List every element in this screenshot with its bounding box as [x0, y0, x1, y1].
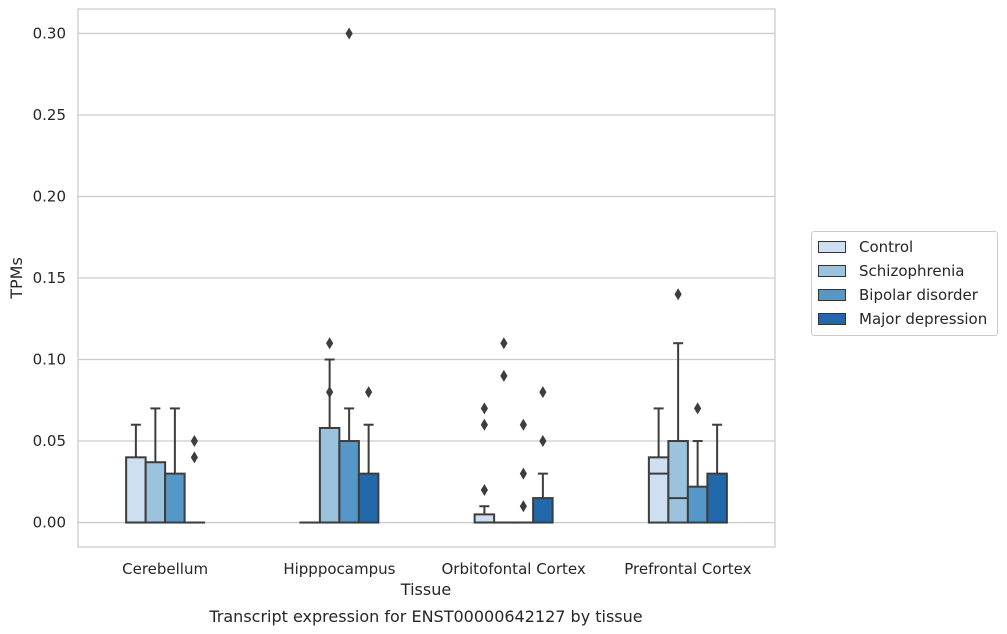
- legend-swatch-control: [818, 241, 846, 253]
- legend-item-bipolar-disorder: Bipolar disorder: [812, 283, 997, 307]
- outlier-schizophrenia: [326, 386, 334, 399]
- legend-swatch-bipolar-disorder: [818, 289, 846, 301]
- outlier-major-depression: [539, 435, 547, 448]
- x-tick-labels: Cerebellum Hipppocampus Orbitofontal Corte…: [122, 560, 751, 578]
- outlier-bipolar-disorder: [519, 467, 527, 480]
- outlier-bipolar-disorder: [519, 418, 527, 431]
- y-tick-label: 0.00: [33, 514, 66, 532]
- outlier-schizophrenia: [500, 369, 508, 382]
- x-tick-label: Cerebellum: [122, 560, 208, 578]
- outlier-bipolar-disorder: [694, 402, 702, 415]
- x-axis-label: Tissue: [400, 580, 451, 599]
- outlier-bipolar-disorder: [519, 500, 527, 513]
- outlier-major-depression: [365, 386, 373, 399]
- box-bipolar-disorder: [338, 440, 360, 524]
- outlier-major-depression: [539, 386, 547, 399]
- outlier-control: [480, 483, 488, 496]
- box-bipolar-disorder: [164, 472, 186, 524]
- box-groups: [125, 27, 728, 524]
- y-tick-label: 0.15: [33, 269, 66, 287]
- box-major-depression: [357, 472, 380, 524]
- box-control: [647, 456, 670, 524]
- outlier-bipolar-disorder: [345, 27, 353, 40]
- outlier-major-depression: [190, 435, 198, 448]
- x-tick-label: Prefrontal Cortex: [624, 560, 751, 578]
- outlier-control: [480, 418, 488, 431]
- box-bipolar-disorder: [686, 485, 709, 524]
- box-control: [125, 456, 147, 524]
- chart-caption: Transcript expression for ENST0000064212…: [208, 607, 642, 626]
- outlier-major-depression: [190, 451, 198, 464]
- legend-item-schizophrenia: Schizophrenia: [812, 259, 997, 283]
- y-tick-label: 0.20: [33, 187, 66, 205]
- y-axis-label: TPMs: [7, 257, 26, 300]
- box-group-cerebellum: [125, 407, 206, 524]
- box-major-depression: [532, 497, 554, 524]
- y-tick-label: 0.05: [33, 432, 66, 450]
- legend: Control Schizophrenia Bipolar disorder M…: [811, 231, 998, 336]
- y-tick-labels: 0.00 0.05 0.10 0.15 0.20 0.25 0.30: [33, 24, 66, 531]
- box-schizophrenia: [667, 440, 689, 524]
- y-tick-label: 0.10: [33, 351, 66, 369]
- legend-swatch-major-depression: [818, 313, 846, 325]
- plot-frame: [77, 8, 776, 548]
- x-tick-label: Orbitofontal Cortex: [442, 560, 586, 578]
- box-schizophrenia: [144, 461, 167, 524]
- y-tick-label: 0.30: [33, 24, 66, 42]
- box-group-orbitofontal-cortex: [473, 337, 554, 524]
- legend-item-major-depression: Major depression: [812, 307, 997, 331]
- legend-label-major-depression: Major depression: [859, 310, 988, 328]
- legend-label-control: Control: [859, 238, 914, 256]
- legend-swatch-schizophrenia: [818, 265, 846, 277]
- outlier-schizophrenia: [326, 337, 334, 350]
- box-control: [473, 513, 496, 524]
- legend-label-schizophrenia: Schizophrenia: [859, 262, 965, 280]
- box-group-prefrontal-cortex: [647, 288, 728, 524]
- box-schizophrenia: [318, 426, 341, 524]
- legend-item-control: Control: [812, 235, 997, 259]
- y-tick-label: 0.25: [33, 106, 66, 124]
- legend-label-bipolar-disorder: Bipolar disorder: [859, 286, 978, 304]
- x-tick-label: Hipppocampus: [283, 560, 395, 578]
- outlier-schizophrenia: [674, 288, 682, 301]
- box-major-depression: [706, 472, 728, 524]
- outlier-schizophrenia: [500, 337, 508, 350]
- box-group-hipppocampus: [299, 27, 380, 524]
- outlier-control: [480, 402, 488, 415]
